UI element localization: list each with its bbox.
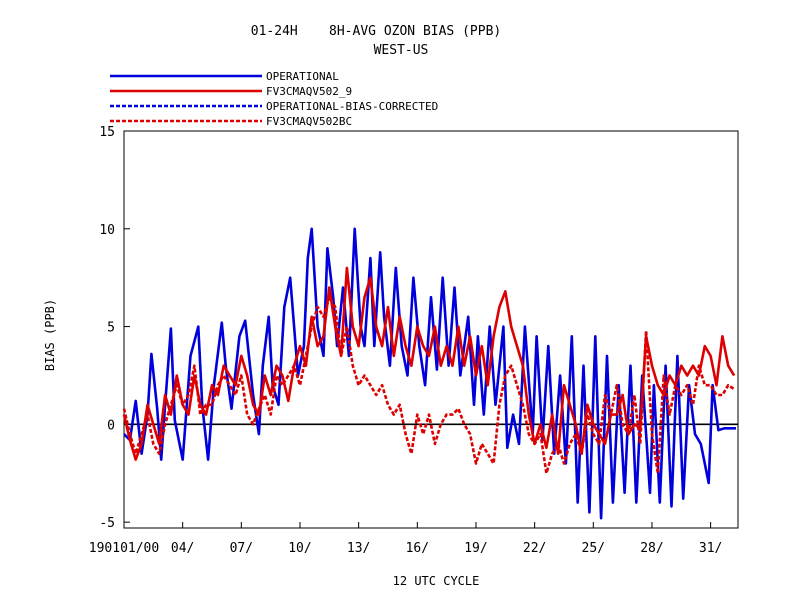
plot-frame [123,130,739,529]
y-tick-label: 15 [99,125,115,140]
x-tick-label: 19/ [464,541,487,556]
legend-label-1: OPERATIONAL [266,70,339,83]
x-tick-label: 190101/00 [89,541,159,556]
y-tick-label: 10 [99,223,115,238]
x-tick-label: 16/ [406,541,429,556]
y-tick-label: -5 [99,516,115,531]
x-tick-label: 13/ [347,541,370,556]
series-layer [122,227,736,520]
x-tick-label: 28/ [640,541,663,556]
x-tick-label: 25/ [582,541,605,556]
y-tick-label: 0 [107,418,115,433]
x-tick-label: 07/ [230,541,253,556]
legend-label-3: OPERATIONAL-BIAS-CORRECTED [266,100,438,113]
x-tick-label: 22/ [523,541,546,556]
x-axis-label: 12 UTC CYCLE [393,574,480,588]
axes: -5 0 5 10 15 190101/00 04/07/10/13/16/19/22/25… [89,125,723,556]
chart-subtitle: WEST-US [374,43,429,58]
x-tick-label: 31/ [699,541,722,556]
chart-title: 01-24H 8H-AVG OZON BIAS (PPB) [251,24,501,39]
legend-label-4: FV3CMAQV502BC [266,115,352,128]
series-line-4 [122,295,735,475]
series-line-2 [122,266,736,461]
y-tick-label: 5 [107,321,115,336]
legend: OPERATIONAL FV3CMAQV502_9 OPERATIONAL-BIAS… [110,70,438,128]
x-tick-label: 10/ [288,541,311,556]
x-tick-label: 04/ [171,541,194,556]
y-axis-label: BIAS (PPB) [43,299,57,371]
legend-label-2: FV3CMAQV502_9 [266,85,352,98]
series-line-1 [123,227,736,520]
